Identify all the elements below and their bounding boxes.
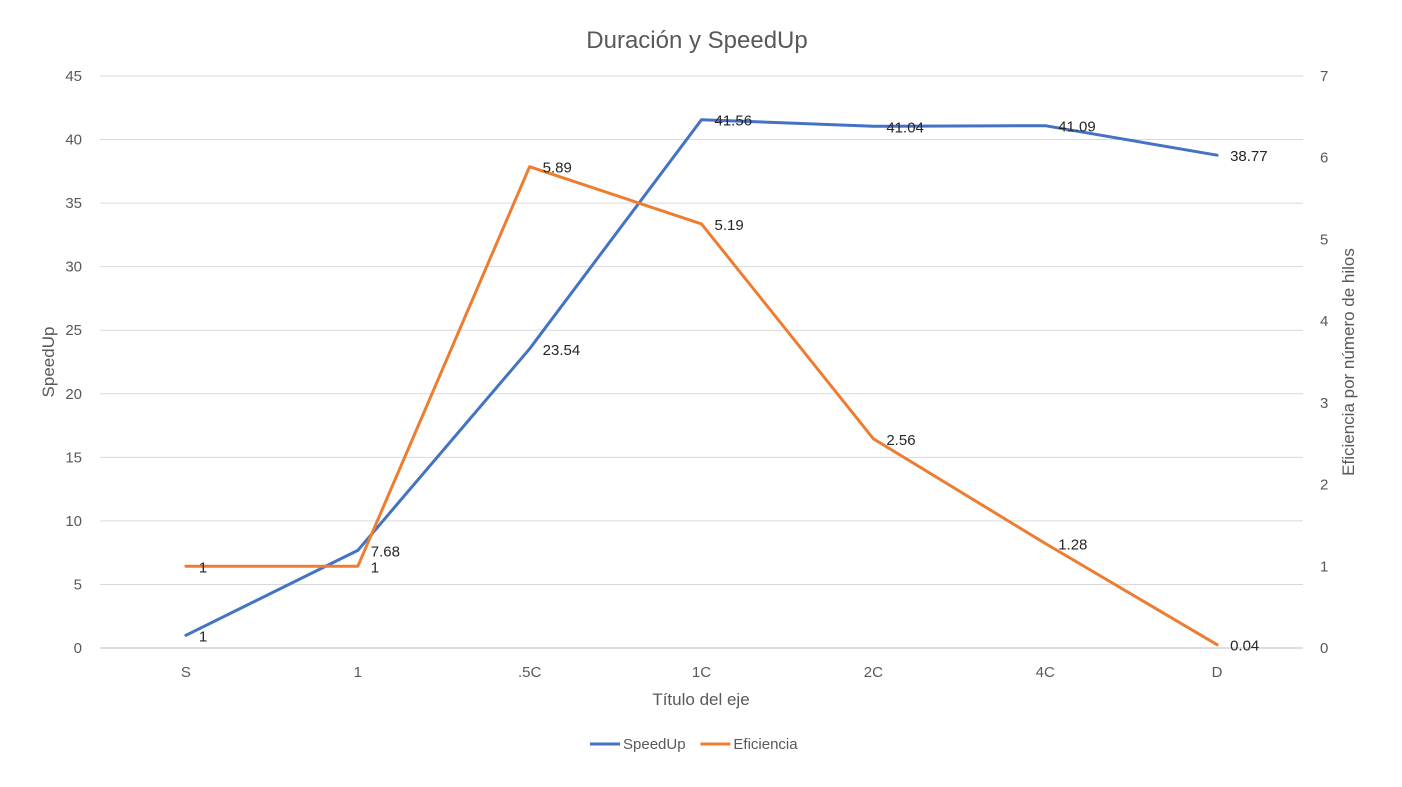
y2-tick-label: 5 [1320, 231, 1328, 248]
series-line-speedup [184, 118, 1219, 637]
x-axis-title: Título del eje [652, 690, 749, 709]
data-label-eficiencia: 5.89 [543, 160, 572, 177]
data-label-speedup: 41.04 [886, 119, 924, 136]
x-tick-label: S [181, 664, 191, 681]
data-label-eficiencia: 5.19 [715, 217, 744, 234]
y-tick-label: 35 [65, 195, 82, 212]
y-tick-label: 20 [65, 386, 82, 403]
y2-tick-label: 2 [1320, 477, 1328, 494]
y2-tick-label: 4 [1320, 313, 1328, 330]
data-label-speedup: 7.68 [371, 543, 400, 560]
x-tick-label: 1 [354, 664, 362, 681]
y-tick-label: 15 [65, 449, 82, 466]
series-line-eficiencia [184, 165, 1219, 647]
x-tick-label: 4C [1036, 664, 1055, 681]
y2-axis-title: Eficiencia por número de hilos [1339, 248, 1358, 476]
x-tick-label: 2C [864, 664, 883, 681]
y2-tick-label: 6 [1320, 150, 1328, 167]
gridlines [100, 75, 1303, 649]
legend: SpeedUp Eficiencia [590, 736, 798, 753]
y-tick-label: 10 [65, 513, 82, 530]
data-label-speedup: 41.56 [715, 113, 753, 130]
data-label-speedup: 23.54 [543, 342, 581, 359]
y2-tick-label: 1 [1320, 558, 1328, 575]
data-label-eficiencia: 1 [371, 559, 379, 576]
data-label-speedup: 1 [199, 628, 207, 645]
y2-tick-label: 0 [1320, 640, 1328, 657]
data-label-speedup: 41.09 [1058, 119, 1096, 136]
data-label-eficiencia: 1 [199, 559, 207, 576]
data-label-eficiencia: 1.28 [1058, 536, 1087, 553]
y-tick-label: 30 [65, 259, 82, 276]
y-tick-label: 5 [74, 576, 82, 593]
y2-tick-label: 3 [1320, 395, 1328, 412]
data-label-eficiencia: 2.56 [886, 432, 915, 449]
y-tick-label: 45 [65, 68, 82, 85]
y-tick-label: 40 [65, 132, 82, 149]
x-tick-label: .5C [518, 664, 542, 681]
y-tick-label: 25 [65, 322, 82, 339]
y-axis-title: SpeedUp [39, 327, 58, 398]
x-tick-label: D [1212, 664, 1223, 681]
chart-title: Duración y SpeedUp [586, 27, 807, 54]
y-tick-label: 0 [74, 640, 82, 657]
legend-label-eficiencia: Eficiencia [733, 736, 798, 753]
data-label-eficiencia: 0.04 [1230, 638, 1259, 655]
x-tick-label: 1C [692, 664, 711, 681]
y2-tick-label: 7 [1320, 68, 1328, 85]
legend-label-speedup: SpeedUp [623, 736, 686, 753]
series [184, 118, 1219, 647]
data-label-speedup: 38.77 [1230, 148, 1268, 165]
